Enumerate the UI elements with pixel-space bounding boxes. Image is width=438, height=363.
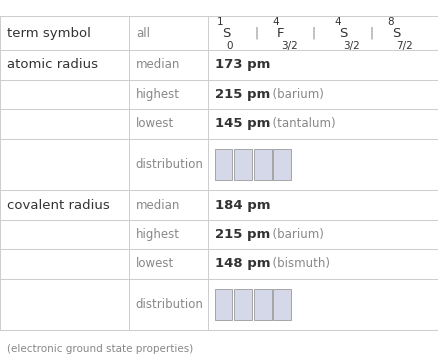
Text: (bismuth): (bismuth) — [265, 257, 330, 270]
Text: 0: 0 — [226, 41, 233, 50]
Text: 1: 1 — [217, 17, 224, 27]
Bar — [254, 149, 272, 180]
Text: 148 pm: 148 pm — [215, 257, 270, 270]
Text: highest: highest — [136, 228, 180, 241]
Text: (barium): (barium) — [265, 88, 324, 101]
Text: 4: 4 — [335, 17, 341, 27]
Bar — [273, 289, 291, 320]
Bar — [273, 149, 291, 180]
Bar — [215, 149, 233, 180]
Text: distribution: distribution — [136, 158, 204, 171]
Text: 4: 4 — [272, 17, 279, 27]
Text: 3/2: 3/2 — [281, 41, 298, 50]
Text: 8: 8 — [387, 17, 394, 27]
Text: term symbol: term symbol — [7, 27, 90, 40]
Text: atomic radius: atomic radius — [7, 58, 98, 72]
Bar — [254, 289, 272, 320]
Text: 7/2: 7/2 — [396, 41, 413, 50]
Bar — [234, 289, 252, 320]
Text: covalent radius: covalent radius — [7, 199, 109, 212]
Text: median: median — [136, 58, 180, 72]
Text: 184 pm: 184 pm — [215, 199, 270, 212]
Text: highest: highest — [136, 88, 180, 101]
Text: (barium): (barium) — [265, 228, 324, 241]
Text: F: F — [277, 27, 284, 40]
Text: S: S — [222, 27, 230, 40]
Text: lowest: lowest — [136, 118, 174, 130]
Text: 215 pm: 215 pm — [215, 228, 270, 241]
Text: S: S — [339, 27, 347, 40]
Bar — [215, 289, 233, 320]
Text: (electronic ground state properties): (electronic ground state properties) — [7, 344, 193, 354]
Text: (tantalum): (tantalum) — [265, 118, 336, 130]
Text: 3/2: 3/2 — [343, 41, 360, 50]
Text: median: median — [136, 199, 180, 212]
Text: |: | — [311, 27, 315, 40]
Text: |: | — [369, 27, 373, 40]
Text: S: S — [392, 27, 400, 40]
Bar — [234, 149, 252, 180]
Text: 173 pm: 173 pm — [215, 58, 270, 72]
Text: |: | — [254, 27, 258, 40]
Text: 215 pm: 215 pm — [215, 88, 270, 101]
Text: lowest: lowest — [136, 257, 174, 270]
Text: 145 pm: 145 pm — [215, 118, 270, 130]
Text: all: all — [136, 27, 150, 40]
Text: distribution: distribution — [136, 298, 204, 311]
